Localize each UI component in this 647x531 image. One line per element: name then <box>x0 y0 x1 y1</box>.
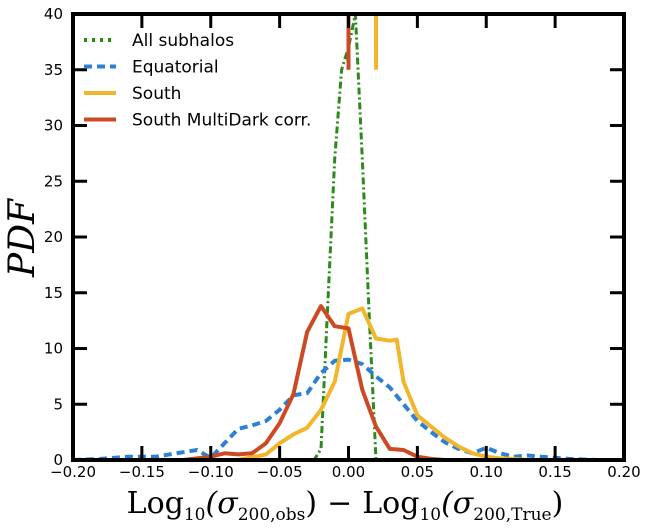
marker-layer <box>346 14 379 70</box>
x-axis-title: Log10(σ200,obs) − Log10(σ200,True) <box>127 486 564 525</box>
y-tick-label: 25 <box>44 172 63 190</box>
legend-item: South MultiDark corr. <box>84 111 311 131</box>
y-tick-label: 35 <box>44 61 63 79</box>
y-tick-label: 5 <box>53 395 63 413</box>
tick-layer <box>71 12 626 462</box>
legend-label: Equatorial <box>132 58 219 78</box>
x-tick-label: 0.00 <box>332 463 365 481</box>
tick-label-layer: −0.20 −0.15 −0.10 −0.05 0.00 0.05 0.10 0.15 0.20… <box>44 5 641 481</box>
legend-label: All subhalos <box>132 31 234 51</box>
series-line-all-subhalos <box>73 14 624 460</box>
y-tick-label: 10 <box>44 340 63 358</box>
y-tick-label: 15 <box>44 284 63 302</box>
x-tick-label: −0.10 <box>188 463 234 481</box>
legend-label: South MultiDark corr. <box>132 111 311 131</box>
y-tick-label: 20 <box>44 228 63 246</box>
y-axis-title: PDF <box>2 197 43 278</box>
legend-item: Equatorial <box>84 58 219 78</box>
x-tick-label: 0.20 <box>607 463 640 481</box>
y-tick-label: 30 <box>44 117 63 135</box>
legend-label: South <box>132 84 181 104</box>
x-tick-label: −0.15 <box>119 463 165 481</box>
x-tick-label: 0.05 <box>401 463 434 481</box>
x-tick-label: 0.15 <box>538 463 571 481</box>
x-tick-label: −0.20 <box>50 463 96 481</box>
y-tick-label: 40 <box>44 5 63 23</box>
x-tick-label: 0.10 <box>470 463 503 481</box>
series-line-equatorial <box>73 357 624 460</box>
series-layer <box>73 14 624 460</box>
legend-item: South <box>84 84 181 104</box>
series-line-south-multidark-corr <box>73 304 624 460</box>
legend-item: All subhalos <box>84 31 234 51</box>
plot-frame <box>71 12 626 462</box>
y-tick-label: 0 <box>53 451 63 469</box>
legend: All subhalos Equatorial South South MultiDa… <box>84 31 311 131</box>
x-tick-label: −0.05 <box>257 463 303 481</box>
